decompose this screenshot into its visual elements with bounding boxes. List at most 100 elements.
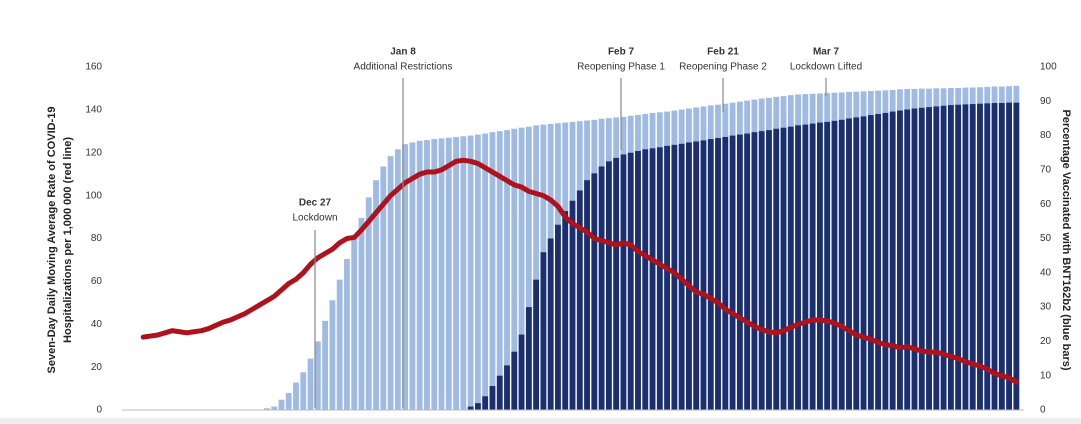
- bar: [773, 128, 780, 411]
- bar: [853, 117, 860, 411]
- bar: [904, 109, 911, 411]
- bar: [991, 103, 998, 410]
- bar: [671, 144, 678, 410]
- bar: [540, 252, 547, 410]
- bar: [656, 147, 663, 410]
- y2-tick-label: 70: [1040, 165, 1052, 176]
- bar: [474, 134, 481, 411]
- bar: [518, 127, 525, 410]
- bar: [700, 140, 707, 411]
- bar: [780, 127, 787, 410]
- y2-tick-label: 100: [1040, 62, 1057, 73]
- y-axis-title: Hospitalizations per 1,000 000 (red line…: [62, 137, 74, 343]
- bar: [642, 149, 649, 410]
- bar: [431, 139, 438, 410]
- annotation-text: Reopening Phase 1: [577, 62, 665, 73]
- bar: [998, 103, 1005, 410]
- bar: [453, 136, 459, 411]
- bar: [686, 142, 692, 410]
- bar: [285, 392, 292, 410]
- bar: [715, 138, 721, 410]
- bar: [584, 180, 590, 410]
- y2-tick-label: 90: [1040, 96, 1052, 107]
- bar: [795, 125, 801, 410]
- y2-tick-label: 10: [1040, 370, 1052, 381]
- bar: [955, 104, 962, 410]
- bar: [460, 136, 467, 410]
- bar: [751, 132, 758, 411]
- bar: [504, 130, 510, 410]
- y-tick-label: 140: [85, 105, 102, 116]
- y2-tick-label: 40: [1040, 267, 1052, 278]
- bar: [867, 115, 874, 411]
- bar: [547, 238, 554, 410]
- bar: [809, 123, 816, 410]
- bar: [438, 138, 445, 410]
- bar: [969, 104, 976, 410]
- bar: [416, 140, 423, 410]
- bar: [380, 166, 387, 410]
- bar: [373, 180, 379, 410]
- bar: [620, 154, 627, 410]
- bar: [591, 173, 598, 410]
- bar: [947, 105, 954, 410]
- bar: [467, 135, 474, 410]
- y-tick-label: 60: [91, 276, 103, 287]
- bar: [787, 126, 794, 410]
- bar: [846, 118, 852, 410]
- bar: [882, 112, 889, 410]
- bar: [933, 106, 940, 410]
- annotation-date: Jan 8: [390, 47, 416, 58]
- bar-layer: [263, 85, 1020, 411]
- bar: [911, 108, 918, 411]
- bar: [489, 132, 496, 411]
- annotation-text: Lockdown: [292, 213, 337, 224]
- annotation-date: Dec 27: [299, 198, 332, 209]
- annotation-text: Lockdown Lifted: [790, 62, 862, 73]
- bottom-band: [0, 418, 1081, 424]
- y2-tick-label: 20: [1040, 336, 1052, 347]
- bar: [533, 125, 540, 410]
- bar: [555, 224, 561, 410]
- bar: [402, 144, 409, 411]
- bar: [722, 136, 729, 411]
- bar: [271, 406, 278, 410]
- y-axis-title: Seven-Day Daily Moving Average Rate of C…: [46, 107, 58, 374]
- line: [140, 157, 1019, 385]
- bar: [365, 197, 372, 410]
- bar: [664, 145, 671, 410]
- bar: [977, 103, 983, 411]
- bar: [1006, 102, 1012, 410]
- bar: [445, 137, 452, 410]
- bar: [729, 135, 736, 410]
- bar: [496, 375, 503, 410]
- bar: [387, 156, 394, 410]
- bar: [693, 141, 700, 410]
- bar: [984, 103, 991, 410]
- bar: [838, 119, 845, 411]
- bar: [409, 142, 416, 410]
- bar: [926, 107, 932, 411]
- bar: [736, 134, 743, 411]
- bar: [307, 358, 314, 410]
- bar: [533, 279, 540, 410]
- bar: [576, 190, 583, 410]
- bar: [278, 399, 285, 410]
- bar: [314, 341, 321, 410]
- bar: [293, 382, 299, 410]
- y-tick-label: 0: [96, 405, 102, 416]
- bar: [897, 110, 903, 410]
- bar: [649, 148, 656, 410]
- bar: [707, 139, 714, 410]
- y2-tick-label: 0: [1040, 405, 1046, 416]
- bar: [489, 385, 496, 410]
- y2-tick-label: 50: [1040, 233, 1052, 244]
- annotation-date: Mar 7: [813, 47, 840, 58]
- annotation-text: Additional Restrictions: [354, 62, 453, 73]
- bar: [424, 140, 430, 410]
- bar: [394, 149, 401, 410]
- annotation-date: Feb 21: [707, 47, 739, 58]
- bar: [605, 161, 612, 410]
